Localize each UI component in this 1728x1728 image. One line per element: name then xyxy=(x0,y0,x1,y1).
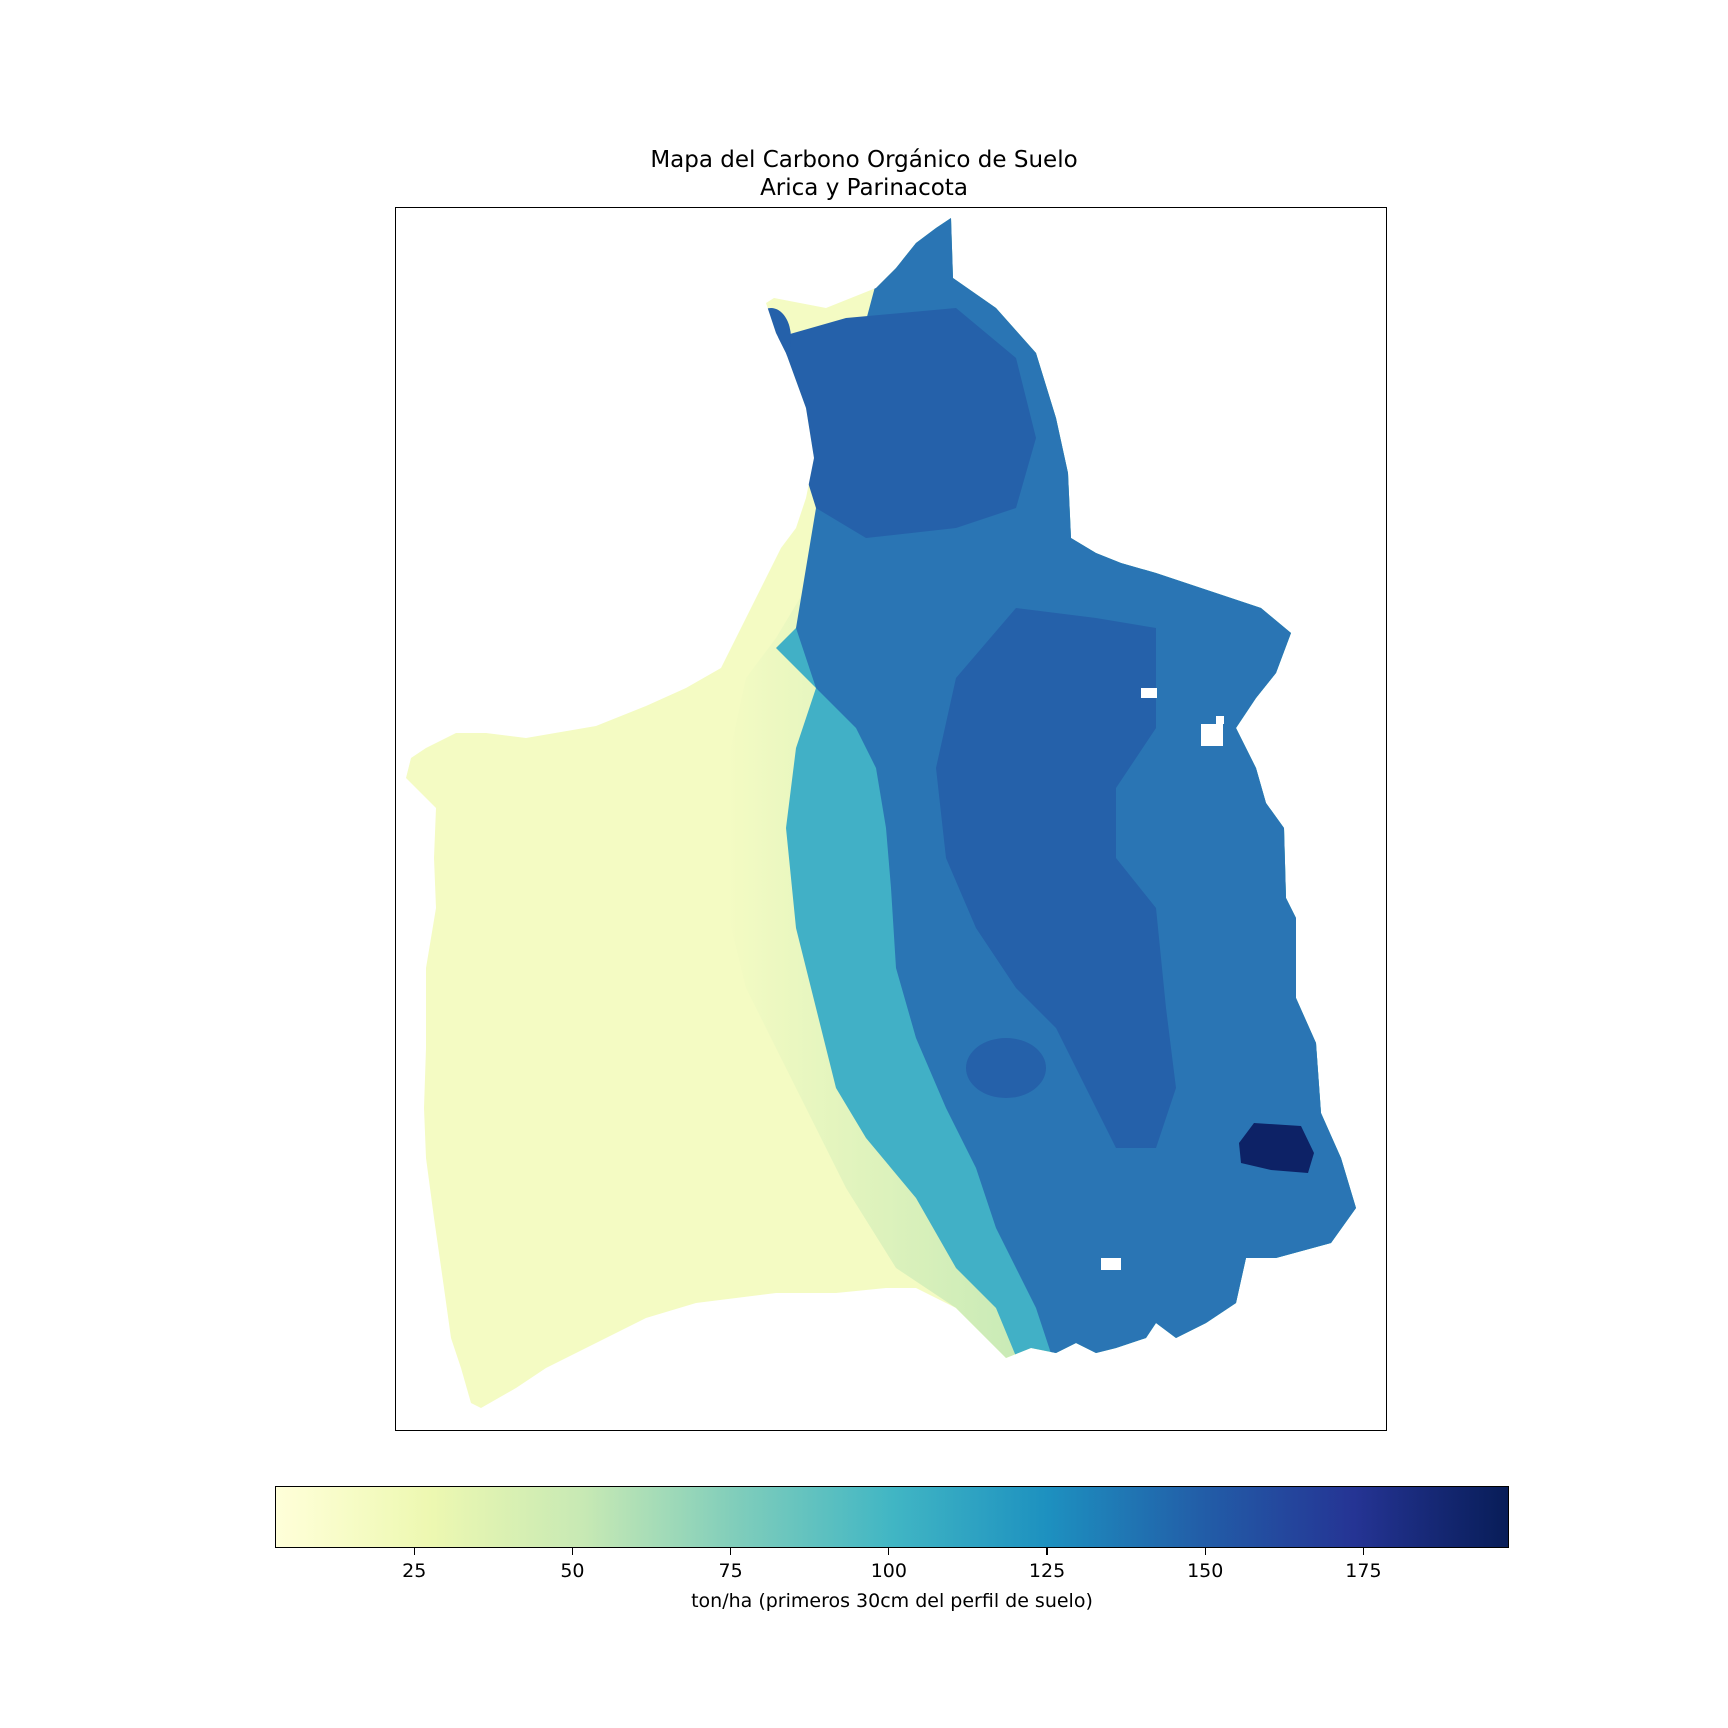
region-raster xyxy=(406,218,1356,1408)
colorbar xyxy=(275,1486,1509,1548)
soil-carbon-raster xyxy=(406,218,1356,1408)
colorbar-tick-label: 75 xyxy=(718,1560,743,1582)
colorbar-tick-mark xyxy=(571,1548,573,1555)
colorbar-tick-label: 175 xyxy=(1345,1560,1382,1582)
map-title: Mapa del Carbono Orgánico de Suelo xyxy=(650,147,1078,173)
data-gaps xyxy=(1101,688,1224,1270)
colorbar-tick-label: 50 xyxy=(560,1560,585,1582)
colorbar-tick-label: 25 xyxy=(402,1560,427,1582)
map-frame xyxy=(395,207,1387,1431)
colorbar-label: ton/ha (primeros 30cm del perfil de suel… xyxy=(691,1590,1093,1612)
colorbar-tick-mark xyxy=(730,1548,732,1555)
colorbar-tick-label: 125 xyxy=(1028,1560,1066,1582)
colorbar-tick-mark xyxy=(1046,1548,1048,1555)
colorbar-tick-mark xyxy=(1362,1548,1365,1555)
colorbar-tick-label: 150 xyxy=(1187,1560,1224,1582)
colorbar-tick-mark xyxy=(888,1548,890,1555)
colorbar-tick-mark xyxy=(413,1548,415,1555)
colorbar-tick-mark xyxy=(1204,1548,1206,1555)
colorbar-tick-label: 100 xyxy=(870,1560,907,1582)
map-subtitle: Arica y Parinacota xyxy=(760,175,968,201)
